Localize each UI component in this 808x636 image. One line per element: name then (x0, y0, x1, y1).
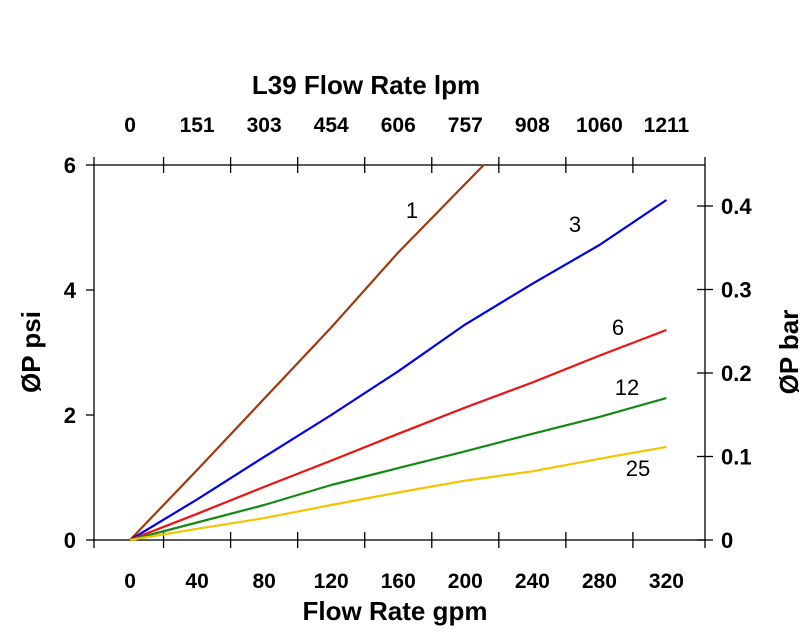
series-label-3: 3 (569, 212, 581, 237)
y2-tick-label: 0.3 (721, 278, 752, 303)
series-line-6 (129, 328, 667, 542)
x2-tick-label: 908 (515, 114, 550, 137)
plot-frame (93, 164, 706, 541)
x-tick-label: 120 (314, 570, 349, 593)
y-tick-label: 6 (64, 153, 76, 178)
y2-tick-label: 0 (721, 528, 733, 553)
x-tick-label: 200 (448, 570, 483, 593)
chart-title: L39 Flow Rate lpm (252, 70, 480, 100)
y2-tick-label: 0.2 (721, 361, 752, 386)
series-label-6: 6 (612, 315, 624, 340)
y-tick-label: 0 (64, 528, 76, 553)
x2-tick-label: 303 (247, 114, 282, 137)
y-tick-label: 2 (64, 403, 76, 428)
series-line-25 (129, 445, 667, 542)
x-tick-label: 80 (252, 570, 275, 593)
x-tick-label: 240 (515, 570, 550, 593)
y2-axis-label: ØP bar (774, 310, 804, 395)
series-label-12: 12 (615, 375, 639, 400)
x-tick-label: 320 (649, 570, 684, 593)
x-tick-label: 0 (124, 570, 136, 593)
x2-tick-label: 151 (180, 114, 215, 137)
y-axis-label: ØP psi (16, 311, 46, 393)
x-tick-label: 40 (185, 570, 208, 593)
series-label-25: 25 (626, 456, 650, 481)
x-axis-label: Flow Rate gpm (303, 596, 488, 626)
series-line-3 (129, 199, 668, 541)
x2-tick-label: 757 (448, 114, 483, 137)
x2-tick-label: 1211 (644, 114, 690, 137)
series-line-1 (129, 164, 485, 541)
series-line-12 (129, 397, 667, 542)
y2-tick-label: 0.1 (721, 445, 752, 470)
x-tick-label: 280 (582, 570, 617, 593)
x-tick-label: 160 (381, 570, 416, 593)
x2-tick-label: 606 (381, 114, 416, 137)
x2-tick-label: 1060 (576, 114, 623, 137)
series-label-1: 1 (406, 198, 418, 223)
y-tick-label: 4 (64, 278, 77, 303)
x2-tick-label: 454 (314, 114, 349, 137)
y2-tick-label: 0.4 (721, 194, 752, 219)
x2-tick-label: 0 (124, 114, 136, 137)
